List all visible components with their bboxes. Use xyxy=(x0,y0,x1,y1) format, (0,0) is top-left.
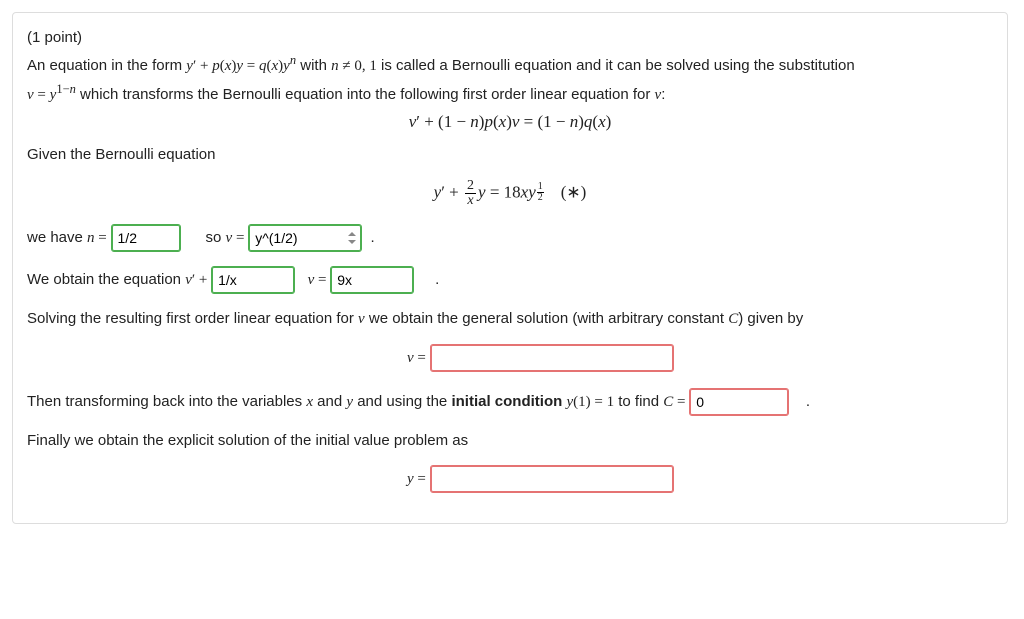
row-v-solution: v = xyxy=(407,344,993,372)
x-var: x xyxy=(306,394,313,410)
row-n-v: we have n = so v = . xyxy=(27,224,993,252)
row-y-solution: y = xyxy=(407,465,993,493)
C-var: C xyxy=(728,311,738,327)
row-obtain: We obtain the equation v′ + v = . xyxy=(27,266,993,294)
bernoulli-form: y′ + p(x)y = q(x)yn xyxy=(186,58,296,74)
colon: : xyxy=(661,86,665,103)
vprime-plus: v′ + xyxy=(185,272,211,288)
intro-line-2: v = y1−n which transforms the Bernoulli … xyxy=(27,81,993,106)
solving-line: Solving the resulting first order linear… xyxy=(27,308,993,330)
intro-line-1: An equation in the form y′ + p(x)y = q(x… xyxy=(27,52,993,77)
ic-label: initial condition xyxy=(451,393,562,410)
ic-eq: y(1) = 1 xyxy=(566,394,614,410)
then-pre: Then transforming back into the variable… xyxy=(27,393,306,410)
then-post: to find xyxy=(614,393,663,410)
v-sub-def: v = y1−n xyxy=(27,87,76,103)
linear-eq-display: v′ + (1 − n)p(x)v = (1 − n)q(x) xyxy=(27,112,993,132)
wehave-text: we have xyxy=(27,229,87,246)
v-var2: v xyxy=(358,311,365,327)
v-eq2: v = xyxy=(308,272,331,288)
n-input[interactable] xyxy=(111,224,181,252)
solving-post: we obtain the general solution (with arb… xyxy=(365,310,729,327)
y-solution-input[interactable] xyxy=(430,465,674,493)
points-line: (1 point) xyxy=(27,27,993,48)
solving-end: ) given by xyxy=(738,310,803,327)
so-text: so xyxy=(201,229,225,246)
problem-container: (1 point) An equation in the form y′ + p… xyxy=(12,12,1008,524)
then-line: Then transforming back into the variable… xyxy=(27,388,993,416)
intro-post: is called a Bernoulli equation and it ca… xyxy=(381,57,855,74)
y-eq: y = xyxy=(407,471,430,487)
v-solution-input[interactable] xyxy=(430,344,674,372)
v-eq-label: v = xyxy=(226,230,249,246)
C-input[interactable] xyxy=(689,388,789,416)
intro-text: An equation in the form xyxy=(27,57,186,74)
obtain-text: We obtain the equation xyxy=(27,271,185,288)
given-equation: y′ + 2xy = 18xy12 (∗) xyxy=(27,179,993,208)
then-mid: and xyxy=(313,393,346,410)
given-line: Given the Bernoulli equation xyxy=(27,144,993,165)
with-text: with xyxy=(300,57,331,74)
C-eq: C = xyxy=(663,394,689,410)
then-mid2: and using the xyxy=(353,393,451,410)
n-eq: n = xyxy=(87,230,110,246)
rhs-input[interactable] xyxy=(330,266,414,294)
finally-line: Finally we obtain the explicit solution … xyxy=(27,430,993,451)
p-coeff-input[interactable] xyxy=(211,266,295,294)
solving-pre: Solving the resulting first order linear… xyxy=(27,310,358,327)
n-cond: n ≠ 0, 1 xyxy=(331,58,377,74)
v-eq3: v = xyxy=(407,350,430,366)
v-sub-input[interactable] xyxy=(248,224,362,252)
intro2-text: which transforms the Bernoulli equation … xyxy=(80,86,654,103)
